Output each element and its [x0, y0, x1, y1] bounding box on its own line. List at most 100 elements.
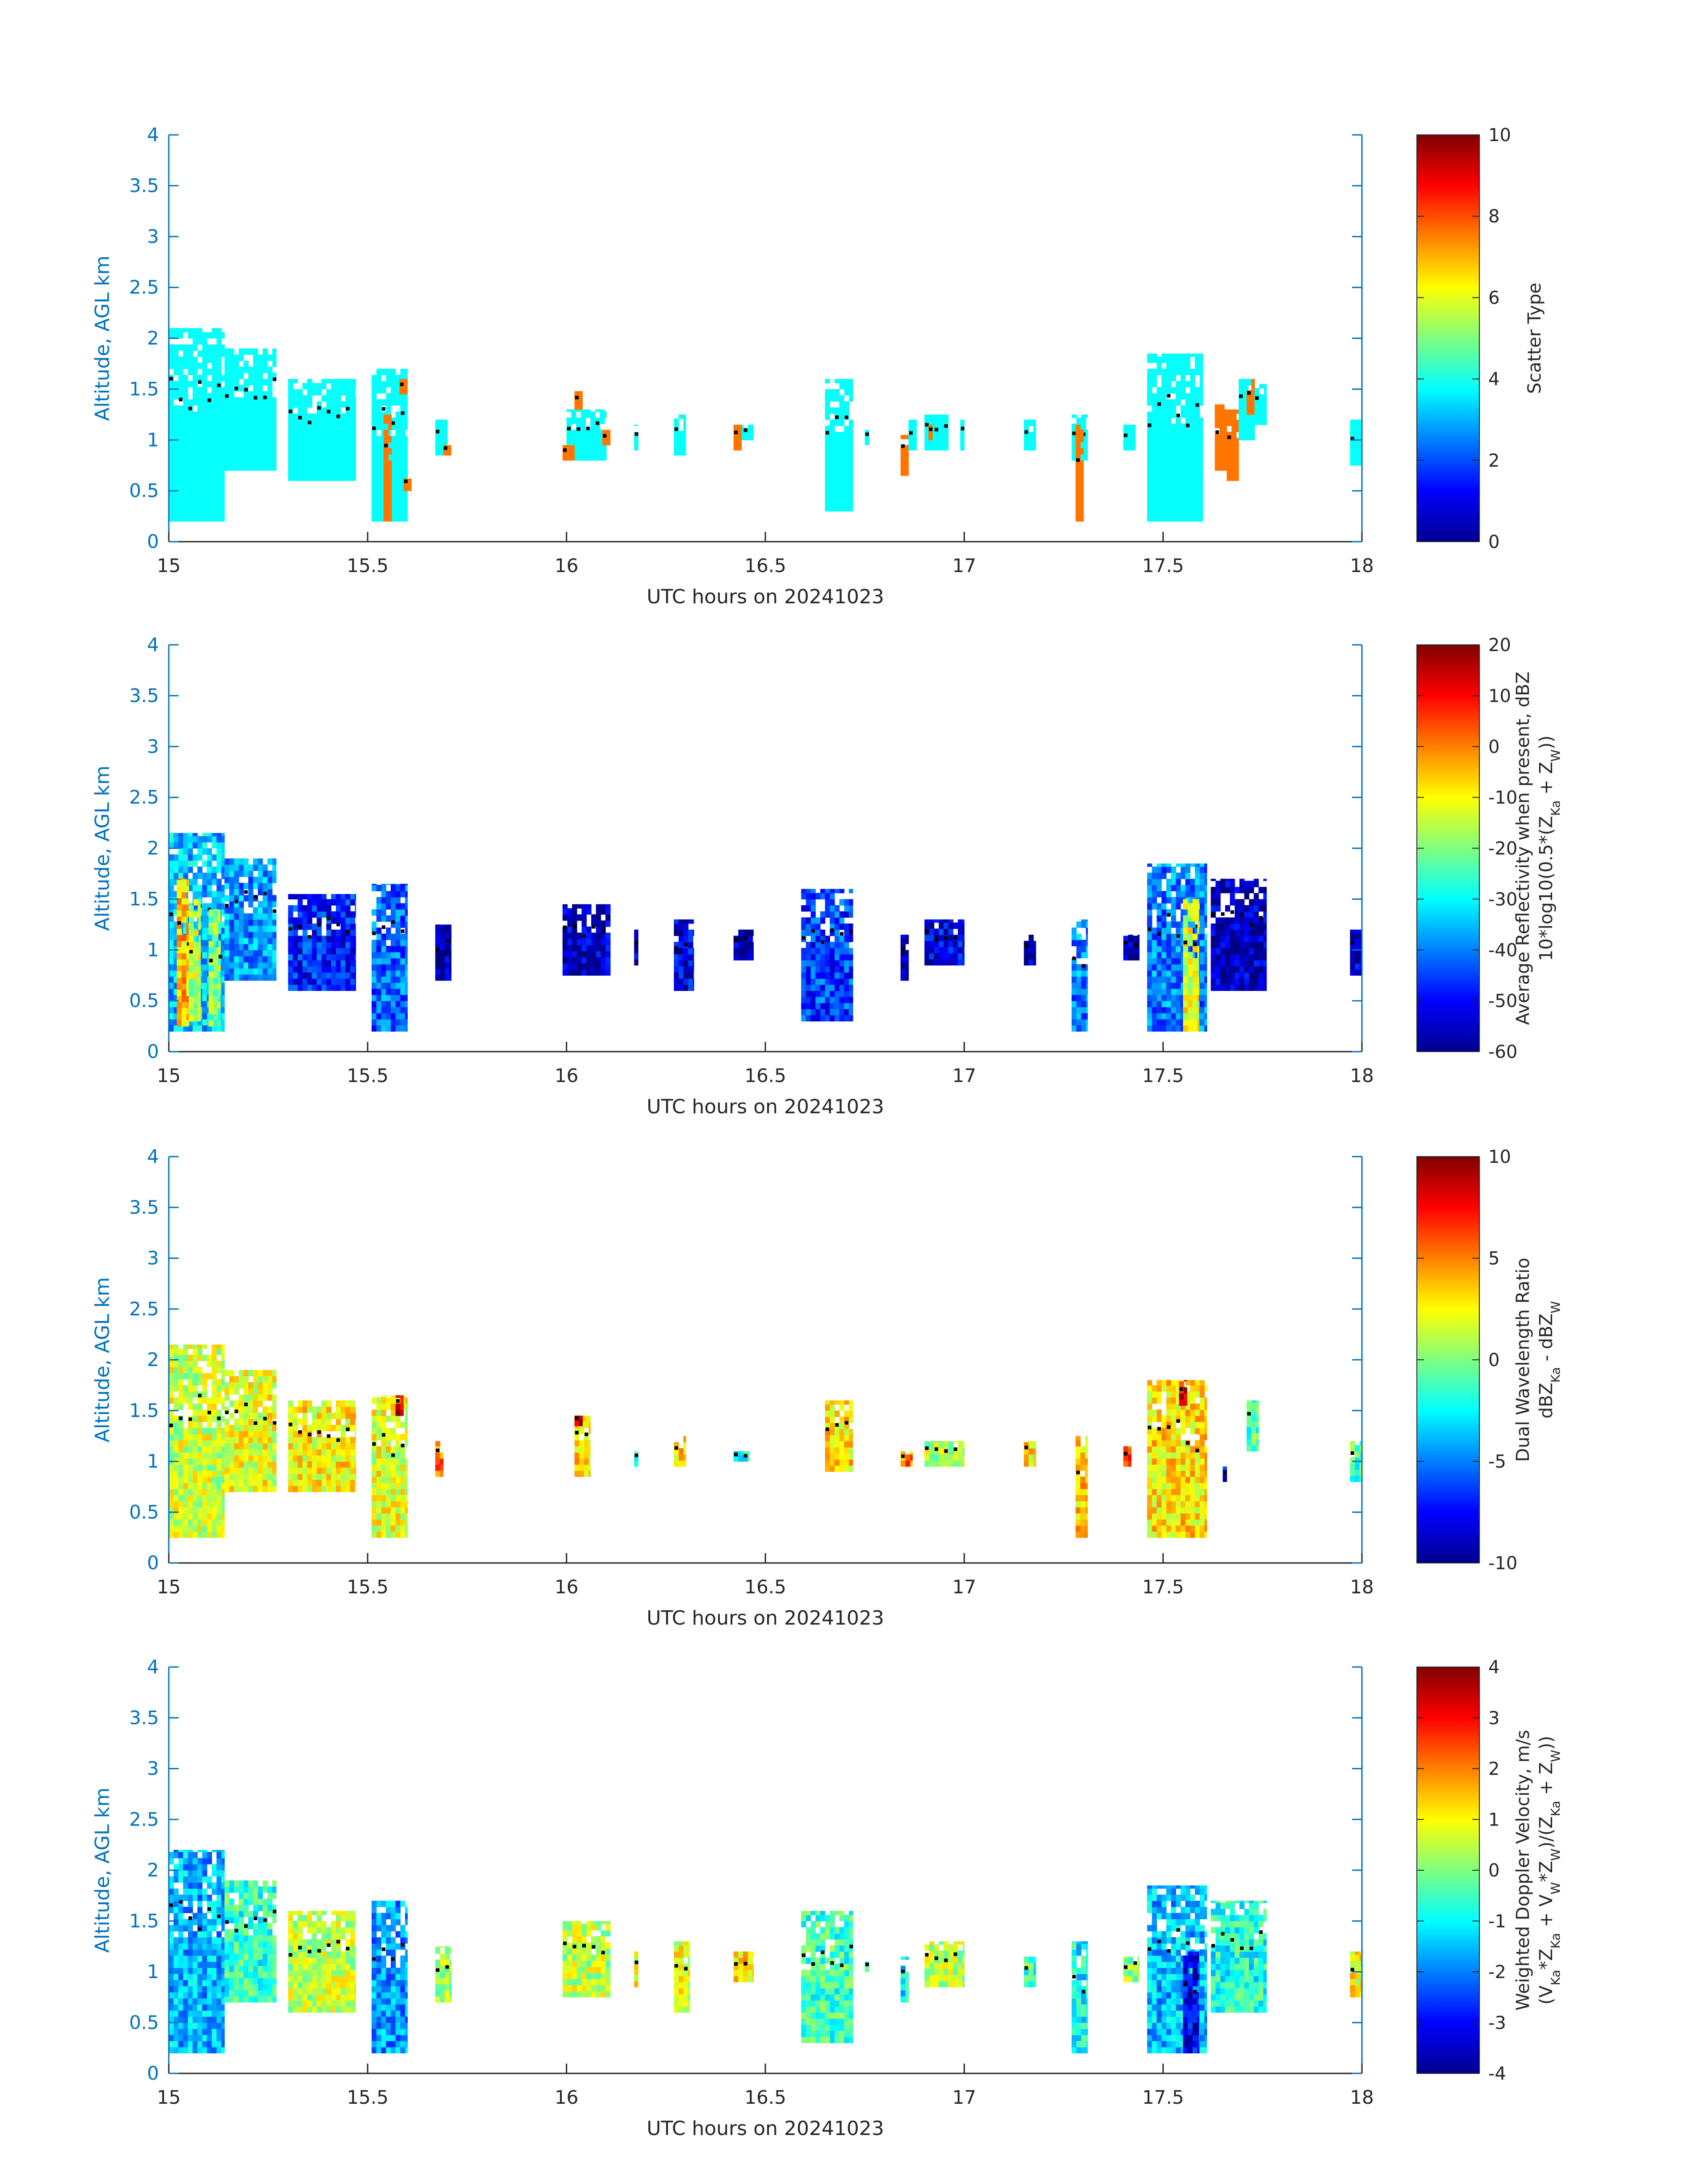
- data-cell: [435, 925, 440, 932]
- data-cell: [188, 1366, 193, 1374]
- data-cell: [435, 974, 440, 981]
- data-cell: [331, 414, 336, 420]
- data-cell: [586, 969, 592, 976]
- data-cell: [405, 472, 408, 479]
- data-cell: [1263, 960, 1267, 967]
- data-cell: [405, 411, 408, 418]
- data-cell: [192, 1513, 198, 1520]
- data-cell: [197, 430, 203, 436]
- data-cell: [267, 974, 273, 981]
- data-cell: [435, 932, 440, 938]
- data-cell: [844, 432, 849, 439]
- data-cell: [1238, 427, 1244, 435]
- data-cell: [331, 917, 336, 924]
- cloud-base-marker: [567, 426, 571, 430]
- data-cell: [322, 407, 327, 414]
- data-cell: [326, 899, 331, 906]
- data-cell: [288, 936, 293, 942]
- data-cell: [825, 942, 830, 949]
- data-cell: [1238, 434, 1244, 440]
- data-cell: [1258, 948, 1264, 954]
- data-cell: [213, 953, 219, 960]
- data-cell: [830, 990, 835, 997]
- data-cell: [825, 948, 830, 954]
- data-cell: [400, 418, 405, 424]
- data-cell: [839, 954, 844, 961]
- data-cell: [340, 894, 346, 899]
- data-cell: [835, 419, 840, 426]
- data-cell: [258, 422, 263, 428]
- data-cell: [1157, 940, 1162, 946]
- data-cell: [302, 383, 308, 389]
- data-cell: [202, 1464, 208, 1471]
- data-cell: [1230, 936, 1235, 942]
- data-cell: [258, 427, 263, 435]
- data-cell: [1253, 422, 1255, 428]
- data-cell: [953, 959, 958, 965]
- data-cell: [1355, 944, 1360, 952]
- data-cell: [229, 889, 234, 895]
- data-cell: [238, 385, 244, 392]
- data-cell: [176, 880, 182, 886]
- data-cell: [1224, 409, 1227, 416]
- data-cell: [395, 909, 401, 916]
- data-cell: [272, 919, 277, 926]
- data-cell: [178, 1397, 184, 1404]
- data-cell: [820, 997, 826, 1003]
- data-cell: [1171, 1025, 1176, 1032]
- data-cell: [683, 430, 686, 438]
- data-cell: [188, 1421, 193, 1429]
- data-cell: [1081, 921, 1086, 928]
- data-cell: [216, 1452, 222, 1459]
- data-cell: [202, 399, 208, 406]
- data-cell: [207, 393, 212, 400]
- y-tick-label: 2: [147, 327, 159, 349]
- data-cell: [202, 836, 208, 843]
- data-cell: [830, 432, 835, 439]
- data-cell: [322, 426, 327, 432]
- data-cell: [400, 891, 405, 898]
- data-cell: [336, 456, 341, 463]
- data-cell: [186, 1020, 189, 1027]
- data-cell: [243, 895, 249, 902]
- data-cell: [1236, 468, 1239, 475]
- data-cell: [391, 387, 396, 394]
- data-cell: [1230, 878, 1235, 881]
- data-cell: [178, 842, 184, 849]
- data-cell: [960, 438, 965, 444]
- data-cell: [193, 966, 199, 973]
- data-cell: [1157, 503, 1162, 510]
- data-cell: [386, 952, 391, 959]
- data-cell: [331, 960, 336, 967]
- data-cell: [178, 436, 184, 443]
- data-cell: [1199, 994, 1205, 1001]
- data-cell: [738, 444, 742, 451]
- data-cell: [192, 509, 198, 516]
- data-cell: [350, 923, 355, 930]
- data-cell: [212, 381, 217, 388]
- data-cell: [1248, 422, 1253, 428]
- data-cell: [253, 962, 259, 969]
- data-cell: [601, 920, 606, 927]
- data-cell: [1161, 964, 1167, 971]
- data-cell: [376, 466, 382, 473]
- data-cell: [169, 1483, 174, 1489]
- data-cell: [331, 474, 336, 481]
- data-cell: [355, 462, 356, 469]
- data-cell: [1199, 1019, 1205, 1026]
- data-cell: [1185, 503, 1190, 510]
- data-cell: [386, 915, 391, 922]
- heatmap-cells: [169, 328, 1362, 522]
- heatmap-cluster: [288, 894, 356, 991]
- cloud-base-marker: [743, 428, 748, 432]
- data-cell: [192, 466, 198, 473]
- data-cell: [678, 443, 684, 450]
- data-cell: [445, 419, 447, 425]
- data-cell: [1211, 887, 1216, 894]
- data-cell: [1258, 960, 1264, 967]
- data-cell: [1259, 418, 1265, 425]
- data-cell: [267, 446, 273, 453]
- data-cell: [1244, 942, 1249, 949]
- data-cell: [234, 974, 239, 981]
- data-cell: [1197, 1019, 1199, 1026]
